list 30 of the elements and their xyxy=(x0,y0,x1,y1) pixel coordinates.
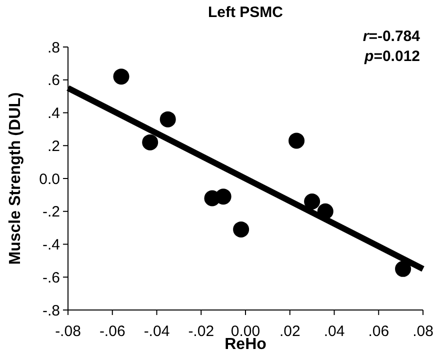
x-axis-title: ReHo xyxy=(224,336,267,353)
point xyxy=(113,68,130,85)
x-tick-label: -.02 xyxy=(188,323,214,340)
chart-title: Left PSMC xyxy=(208,4,284,21)
point xyxy=(288,132,305,149)
point xyxy=(233,221,250,238)
y-tick-label: -.8 xyxy=(42,302,60,320)
point xyxy=(215,188,232,205)
annotation: p=0.012 xyxy=(364,48,420,65)
x-tick-label: -.06 xyxy=(99,323,126,340)
y-tick-label: .6 xyxy=(47,72,60,90)
y-tick-label: 0.0 xyxy=(39,170,60,188)
x-tick-label: -.08 xyxy=(55,323,81,340)
y-tick-label: -.4 xyxy=(42,236,60,254)
y-tick-label: .2 xyxy=(47,138,60,155)
y-tick-label: -.2 xyxy=(42,204,60,221)
text: r=-0.784 xyxy=(362,28,421,45)
point xyxy=(395,260,412,277)
x-tick-label: .04 xyxy=(324,323,345,340)
x-tick-label: .02 xyxy=(279,323,300,340)
y-tick-label: .4 xyxy=(47,105,60,122)
point xyxy=(304,194,320,210)
point xyxy=(142,134,158,150)
x-tick-label: -.04 xyxy=(144,323,170,340)
x-tick-label: .08 xyxy=(412,323,434,340)
point xyxy=(160,111,176,128)
y-tick-label: .8 xyxy=(47,39,60,56)
y-axis-title: Muscle Strength (DUL) xyxy=(7,92,24,265)
y-tick-label: -.6 xyxy=(42,269,60,286)
x-tick-label: .06 xyxy=(368,323,390,340)
